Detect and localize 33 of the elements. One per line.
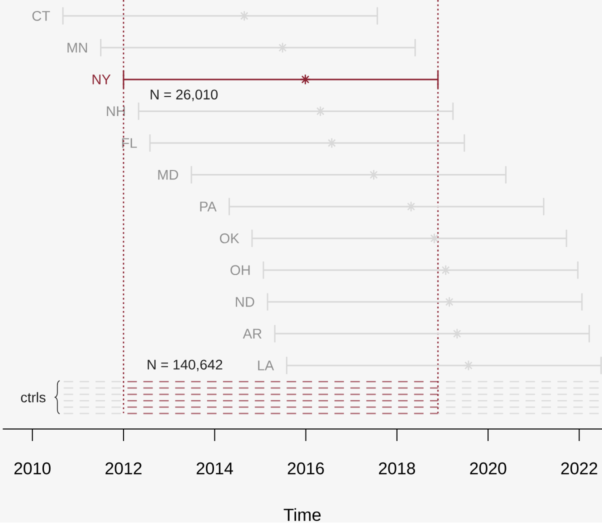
point	[300, 74, 310, 84]
y-tick-label: OK	[220, 234, 240, 244]
point	[316, 106, 326, 116]
y-tick-label: ctrls	[21, 392, 46, 403]
y-tick-label: FL	[122, 138, 137, 148]
y-tick-label: LA	[258, 360, 274, 370]
y-tick-label: MN	[68, 43, 87, 53]
x-tick-label: 2022	[561, 462, 598, 475]
x-tick-label: 2016	[288, 462, 324, 475]
y-tick-label: NH	[106, 106, 125, 116]
annotation: N = 140,642	[148, 360, 222, 372]
y-tick-label: ND	[236, 297, 254, 307]
point	[278, 43, 288, 53]
x-axis-title: Time	[284, 508, 321, 522]
x-tick-label: 2018	[378, 462, 416, 475]
x-tick-label: 2010	[14, 462, 51, 475]
y-tick-label: PA	[200, 202, 217, 212]
point	[430, 234, 440, 244]
point	[444, 297, 454, 307]
x-tick-label: 2012	[106, 462, 142, 475]
point	[452, 329, 462, 339]
y-tick-label: NY	[92, 74, 111, 84]
point	[327, 138, 337, 148]
y-tick-label: MD	[158, 170, 178, 180]
annotation: N = 26,010	[150, 90, 218, 102]
y-tick-label: AR	[242, 329, 262, 339]
x-tick-label: 2020	[470, 462, 506, 475]
x-tick-label: 2014	[196, 462, 233, 475]
point	[240, 11, 250, 21]
y-tick-label: CT	[32, 11, 50, 22]
point	[440, 266, 450, 276]
y-tick-label: OH	[230, 265, 250, 276]
point	[368, 170, 378, 180]
